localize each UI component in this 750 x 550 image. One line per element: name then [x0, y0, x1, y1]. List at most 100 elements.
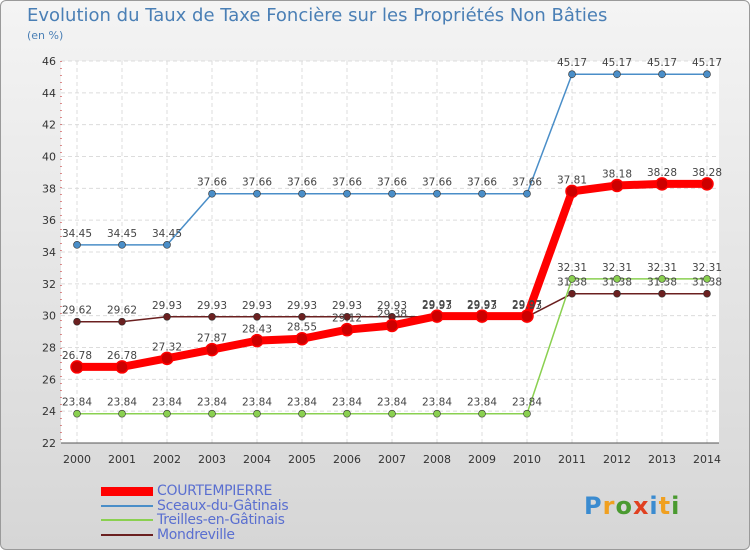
data-label: 29.93 [467, 300, 497, 312]
data-label: 23.84 [107, 397, 137, 409]
data-label: 23.84 [287, 397, 317, 409]
logo-letter: t [658, 492, 672, 520]
data-point [655, 177, 669, 191]
data-label: 29.93 [377, 300, 407, 312]
data-label: 29.93 [512, 300, 542, 312]
data-point [163, 241, 171, 249]
data-point [475, 309, 489, 323]
y-tick-label: 40 [42, 151, 56, 164]
data-label: 27.87 [197, 333, 227, 345]
data-point [613, 289, 621, 298]
data-label: 37.66 [332, 177, 362, 189]
data-label: 23.84 [242, 397, 272, 409]
data-label: 45.17 [647, 57, 677, 69]
data-point [115, 360, 129, 374]
data-label: 29.93 [152, 300, 182, 312]
data-point [253, 312, 261, 321]
data-point [298, 409, 306, 418]
data-point [703, 275, 711, 283]
logo-letter: x [632, 492, 650, 520]
data-label: 31.38 [557, 277, 587, 289]
data-point [478, 409, 486, 418]
y-tick-label: 28 [42, 342, 56, 355]
data-point [340, 322, 354, 337]
data-point [208, 312, 216, 321]
logo-letter: i [671, 492, 681, 520]
data-point [118, 409, 126, 418]
data-label: 37.66 [287, 177, 317, 189]
data-label: 38.18 [602, 168, 632, 180]
data-point [208, 409, 216, 418]
data-label: 34.45 [107, 228, 137, 240]
x-tick-label: 2009 [468, 453, 496, 466]
legend-label: COURTEMPIERRE [157, 483, 273, 499]
data-label: 23.84 [512, 397, 542, 409]
y-tick-label: 22 [42, 437, 56, 450]
data-label: 23.84 [152, 397, 182, 409]
data-label: 32.31 [692, 262, 722, 274]
y-tick-label: 32 [42, 278, 56, 291]
data-label: 23.84 [422, 397, 452, 409]
data-label: 38.28 [692, 167, 722, 179]
data-label: 29.97 [467, 299, 497, 311]
x-tick-label: 2007 [378, 453, 406, 466]
data-label: 29.97 [512, 299, 542, 311]
data-point [385, 318, 399, 333]
x-tick-label: 2005 [288, 453, 316, 466]
data-label: 32.31 [647, 262, 677, 274]
data-point [343, 312, 351, 321]
data-label: 45.17 [557, 57, 587, 69]
data-point [523, 409, 531, 418]
data-point [250, 333, 264, 348]
data-point [163, 409, 171, 418]
proxiti-logo: Proxiti [584, 492, 680, 520]
data-label: 45.17 [692, 57, 722, 69]
data-point [208, 189, 216, 198]
legend-label: Treilles-en-Gâtinais [157, 512, 285, 528]
data-point [703, 289, 711, 298]
data-label: 29.93 [197, 300, 227, 312]
data-label: 23.84 [377, 397, 407, 409]
data-label: 34.45 [62, 228, 92, 240]
data-point [520, 309, 534, 323]
data-label: 29.12 [332, 313, 362, 325]
legend-swatch [101, 519, 153, 521]
x-tick-label: 2003 [198, 453, 226, 466]
x-tick-label: 2004 [243, 453, 271, 466]
data-label: 37.66 [422, 177, 452, 189]
data-label: 23.84 [197, 397, 227, 409]
data-point [568, 70, 576, 79]
data-point [118, 317, 126, 326]
data-point [343, 189, 351, 198]
logo-letter: P [584, 492, 603, 520]
data-point [565, 184, 579, 199]
data-point [160, 351, 174, 366]
data-label: 38.28 [647, 167, 677, 179]
data-point [613, 275, 621, 283]
data-label: 23.84 [332, 397, 362, 409]
data-label: 34.45 [152, 228, 182, 240]
data-label: 27.32 [152, 341, 182, 353]
data-label: 29.62 [62, 305, 92, 317]
data-label: 37.66 [467, 177, 497, 189]
data-label: 45.17 [602, 57, 632, 69]
y-tick-label: 46 [42, 55, 56, 68]
y-tick-label: 38 [42, 182, 56, 195]
data-label: 37.66 [512, 177, 542, 189]
data-point [433, 409, 441, 418]
legend-swatch [101, 504, 153, 507]
data-point [478, 189, 486, 198]
data-point [568, 289, 576, 298]
x-tick-label: 2012 [603, 453, 631, 466]
data-point [430, 309, 444, 323]
data-label: 23.84 [62, 397, 92, 409]
data-label: 29.93 [287, 300, 317, 312]
legend-swatch [101, 533, 153, 536]
data-point [253, 189, 261, 198]
x-tick-label: 2000 [63, 453, 91, 466]
data-point [388, 189, 396, 198]
data-label: 28.55 [287, 322, 317, 334]
data-label: 29.97 [422, 299, 452, 311]
